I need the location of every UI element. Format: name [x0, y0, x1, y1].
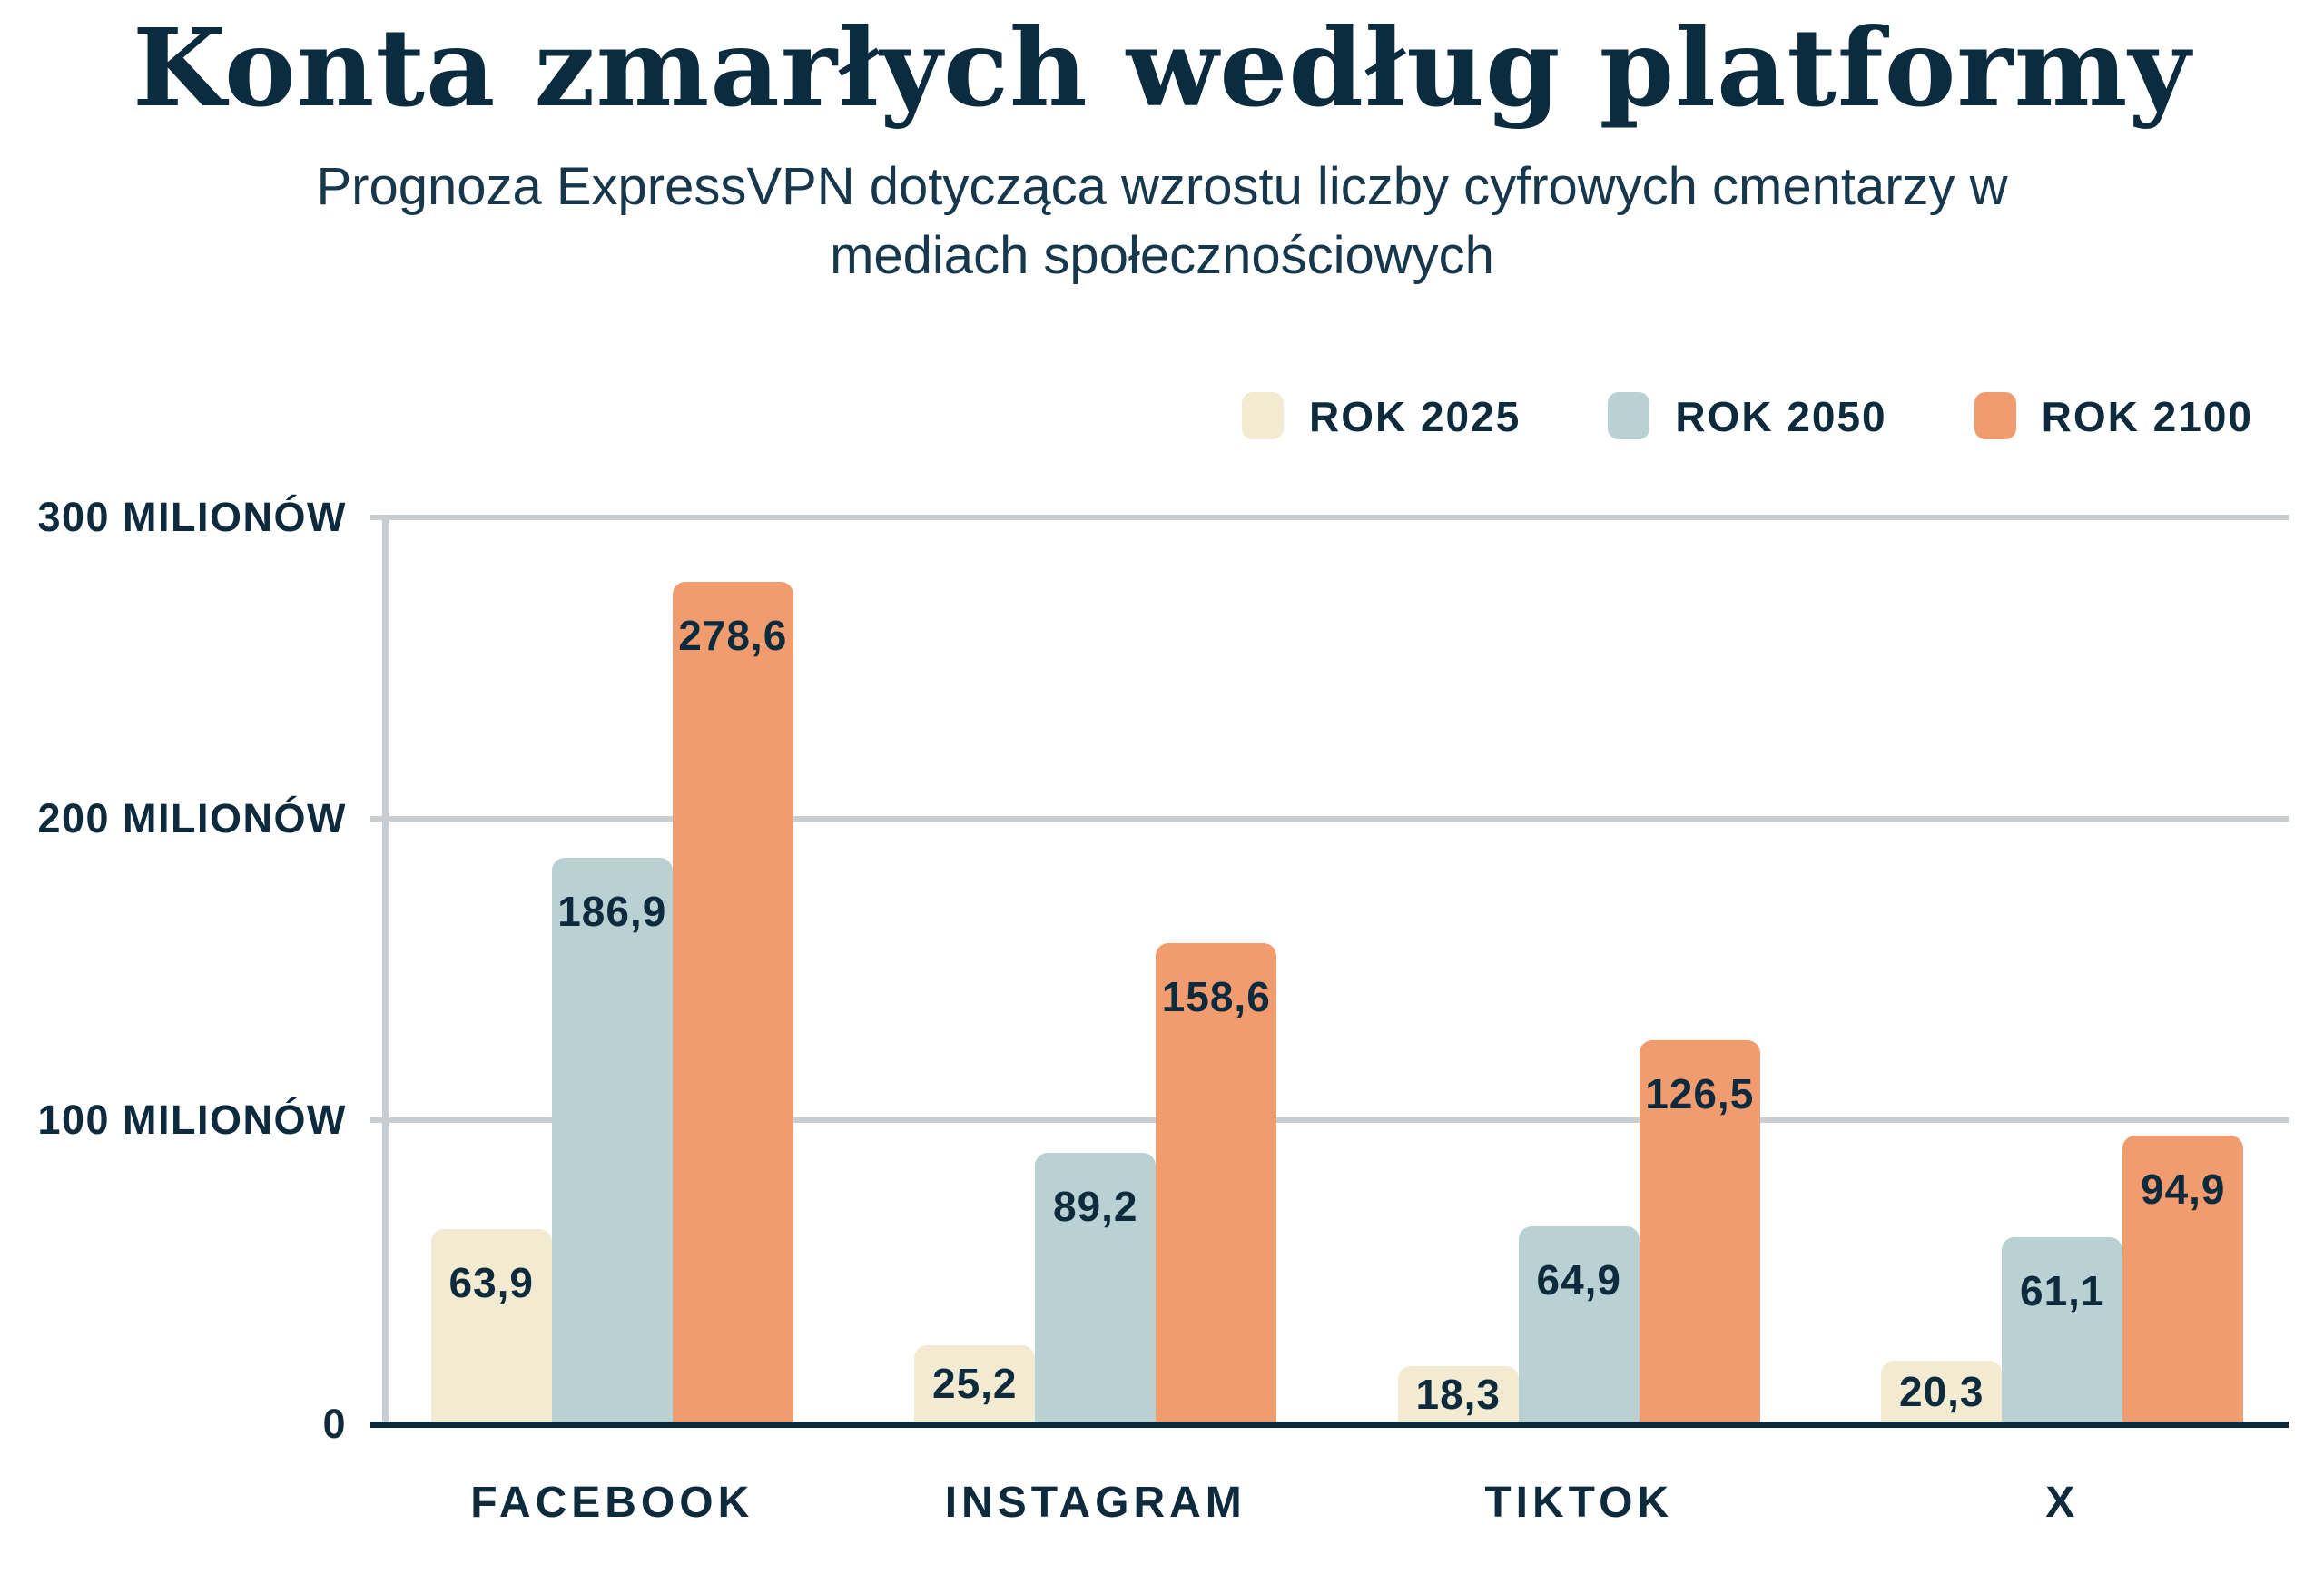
bar-value-label: 126,5 [1645, 1070, 1755, 1117]
bar-value-label: 94,9 [2140, 1166, 2226, 1213]
y-axis-line [382, 517, 389, 1422]
bar-instagram-rok-2100: 158,6 [1156, 943, 1277, 1422]
bar-value-label: 61,1 [2019, 1267, 2105, 1314]
bar-x-rok-2050: 61,1 [2002, 1237, 2123, 1422]
legend-swatch-icon [1608, 392, 1650, 439]
gridline-200 [370, 816, 2289, 822]
bar-facebook-rok-2025: 63,9 [430, 1229, 552, 1422]
bar-value-label: 64,9 [1536, 1256, 1622, 1304]
bar-value-label: 89,2 [1052, 1183, 1138, 1230]
category-label-instagram: INSTAGRAM [944, 1479, 1246, 1527]
bar-group-instagram: 25,2 89,2 158,6 [854, 517, 1338, 1422]
bar-x-rok-2025: 20,3 [1881, 1361, 2003, 1422]
bar-value-label: 158,6 [1161, 973, 1271, 1020]
bar-tiktok-rok-2025: 18,3 [1397, 1366, 1519, 1422]
bar-group-x: 20,3 61,1 94,9 [1821, 517, 2305, 1422]
legend-swatch-icon [1241, 392, 1284, 439]
bar-value-label: 63,9 [448, 1259, 535, 1306]
chart-legend: ROK 2025 ROK 2050 ROK 2100 [1241, 390, 2253, 441]
bar-facebook-rok-2050: 186,9 [551, 858, 673, 1422]
subtitle-line-2: mediach społecznościowych [830, 226, 1494, 285]
legend-label: ROK 2050 [1675, 393, 1887, 440]
legend-item-2: ROK 2100 [1974, 390, 2253, 441]
y-tick-label-200: 200 MILIONÓW [37, 795, 347, 841]
legend-label: ROK 2100 [2041, 393, 2253, 440]
bar-tiktok-rok-2050: 64,9 [1518, 1226, 1640, 1422]
legend-label: ROK 2025 [1308, 393, 1521, 440]
bar-value-label: 186,9 [557, 888, 667, 935]
page-subtitle: Prognoza ExpressVPN dotycząca wzrostu li… [0, 152, 2324, 290]
bar-group-tiktok: 18,3 64,9 126,5 [1337, 517, 1821, 1422]
legend-item-0: ROK 2025 [1241, 390, 1521, 441]
legend-item-1: ROK 2050 [1608, 390, 1886, 441]
legend-swatch-icon [1974, 392, 2016, 439]
bar-x-rok-2100: 94,9 [2122, 1136, 2244, 1422]
y-tick-label-0: 0 [322, 1401, 347, 1447]
category-label-tiktok: TIKTOK [1484, 1479, 1674, 1527]
gridline-300 [370, 515, 2289, 520]
subtitle-line-1: Prognoza ExpressVPN dotycząca wzrostu li… [316, 157, 2008, 216]
bar-plot-area: 63,9 186,9 278,6 25,2 89,2 158,6 18,3 64,9 126,5… [370, 517, 2304, 1422]
bar-instagram-rok-2025: 25,2 [914, 1345, 1036, 1422]
page-title: Konta zmarłych według platformy [133, 5, 2191, 131]
category-axis-labels: FACEBOOK INSTAGRAM TIKTOK X [370, 1478, 2304, 1528]
gridline-100 [370, 1117, 2289, 1123]
y-tick-label-100: 100 MILIONÓW [37, 1097, 347, 1143]
y-tick-label-300: 300 MILIONÓW [37, 494, 347, 540]
bar-value-label: 20,3 [1898, 1368, 1984, 1415]
bar-value-label: 278,6 [678, 612, 788, 659]
bar-instagram-rok-2050: 89,2 [1035, 1153, 1157, 1422]
bar-value-label: 25,2 [931, 1360, 1018, 1407]
category-label-x: X [2045, 1479, 2080, 1527]
x-axis-baseline [370, 1422, 2289, 1428]
bar-facebook-rok-2100: 278,6 [672, 582, 793, 1422]
bar-tiktok-rok-2100: 126,5 [1639, 1040, 1760, 1422]
category-label-facebook: FACEBOOK [470, 1479, 754, 1527]
bar-value-label: 18,3 [1415, 1371, 1502, 1418]
bar-group-facebook: 63,9 186,9 278,6 [370, 517, 854, 1422]
